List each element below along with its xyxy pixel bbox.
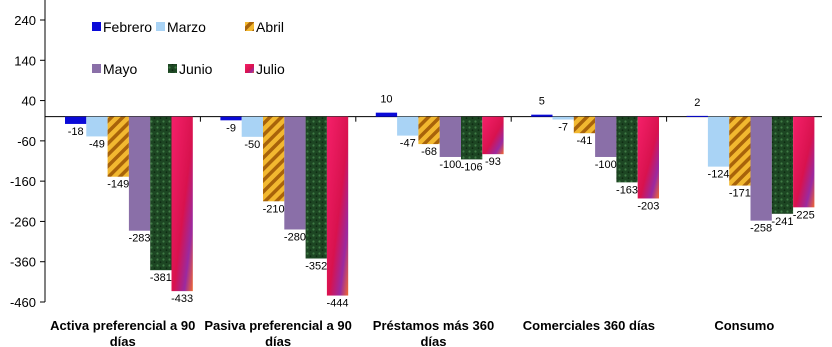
bar-julio: [482, 116, 504, 155]
legend-label-julio: Julio: [256, 61, 285, 77]
data-label: -18: [68, 126, 84, 138]
legend-swatch-julio: [245, 64, 254, 73]
data-label: -444: [327, 298, 349, 310]
bar-junio: [616, 116, 638, 183]
category-label: días: [110, 334, 136, 347]
bar-julio: [171, 116, 193, 292]
bar-febrero: [65, 116, 87, 124]
category-label: Pasiva preferencial a 90: [204, 318, 351, 333]
data-label: -93: [485, 156, 501, 168]
data-label: -241: [771, 216, 793, 228]
bar-junio: [305, 116, 327, 259]
legend-label-abril: Abril: [256, 19, 284, 35]
category-label: Comerciales 360 días: [523, 318, 655, 333]
data-label: -41: [576, 135, 592, 147]
y-tick-label: -60: [17, 134, 36, 149]
data-label: 2: [694, 97, 700, 109]
data-label: -68: [421, 146, 437, 158]
data-label: -163: [616, 184, 638, 196]
data-label: -381: [150, 272, 172, 284]
data-label: -258: [750, 223, 772, 235]
y-tick-label: 140: [14, 53, 36, 68]
bar-mayo: [750, 116, 772, 221]
data-label: -149: [107, 179, 129, 191]
data-label: -106: [461, 161, 483, 173]
data-label: -283: [129, 233, 151, 245]
data-label: -225: [793, 209, 815, 221]
data-label: 10: [380, 94, 392, 106]
legend-swatch-junio: [168, 64, 177, 73]
data-label: -49: [89, 138, 105, 150]
y-tick-label: 40: [22, 94, 36, 109]
legend-label-marzo: Marzo: [167, 19, 206, 35]
bar-mayo: [284, 116, 306, 230]
category-label: Consumo: [714, 318, 774, 333]
data-label: -352: [305, 260, 327, 272]
bar-mayo: [128, 116, 151, 231]
bar-abril: [107, 116, 129, 177]
category-label: Activa preferencial a 90: [50, 318, 195, 333]
bar-junio: [771, 116, 794, 214]
bar-abril: [729, 116, 751, 186]
data-label: -203: [637, 200, 659, 212]
y-tick-label: -160: [10, 174, 36, 189]
bar-febrero: [686, 115, 708, 117]
legend-swatch-febrero: [92, 22, 101, 31]
legend-swatch-mayo: [92, 64, 101, 73]
bar-julio: [793, 116, 815, 208]
y-tick-label: 240: [14, 13, 36, 28]
data-label: -280: [284, 231, 306, 243]
y-tick-label: -260: [10, 214, 36, 229]
legend-swatch-abril: [245, 22, 254, 31]
legend-label-febrero: Febrero: [103, 19, 152, 35]
bar-febrero: [531, 114, 553, 117]
category-label: días: [420, 334, 446, 347]
legend-label-mayo: Mayo: [103, 61, 137, 77]
legend-label-junio: Junio: [179, 61, 213, 77]
data-label: -171: [729, 188, 751, 200]
bar-febrero: [220, 116, 242, 121]
data-label: -124: [708, 169, 730, 181]
bar-junio: [461, 116, 483, 160]
y-tick-label: -360: [10, 255, 36, 270]
data-label: -100: [595, 159, 617, 171]
data-label: -7: [558, 122, 568, 134]
bar-marzo: [397, 116, 419, 136]
bar-febrero: [375, 112, 398, 117]
bar-marzo: [241, 116, 263, 137]
data-label: -210: [263, 203, 285, 215]
data-label: -9: [226, 122, 236, 134]
bar-mayo: [595, 116, 617, 157]
bar-julio: [637, 116, 659, 199]
bar-marzo: [552, 116, 574, 120]
bar-marzo: [707, 116, 730, 167]
data-label: 5: [539, 96, 545, 108]
category-label: Préstamos más 360: [373, 318, 494, 333]
data-label: -50: [244, 139, 260, 151]
bar-abril: [263, 116, 285, 202]
bar-junio: [150, 116, 172, 271]
bar-abril: [573, 116, 596, 134]
legend: Febrero Marzo Abril Mayo Junio Julio: [92, 19, 285, 77]
bar-mayo: [439, 116, 461, 157]
bar-marzo: [86, 116, 108, 137]
bar-julio: [326, 116, 349, 296]
data-label: -433: [171, 293, 193, 305]
bar-abril: [418, 116, 440, 145]
category-label: días: [265, 334, 291, 347]
legend-swatch-marzo: [156, 22, 165, 31]
y-tick-label: -460: [10, 295, 36, 310]
data-label: -47: [400, 138, 416, 150]
data-label: -100: [439, 159, 461, 171]
